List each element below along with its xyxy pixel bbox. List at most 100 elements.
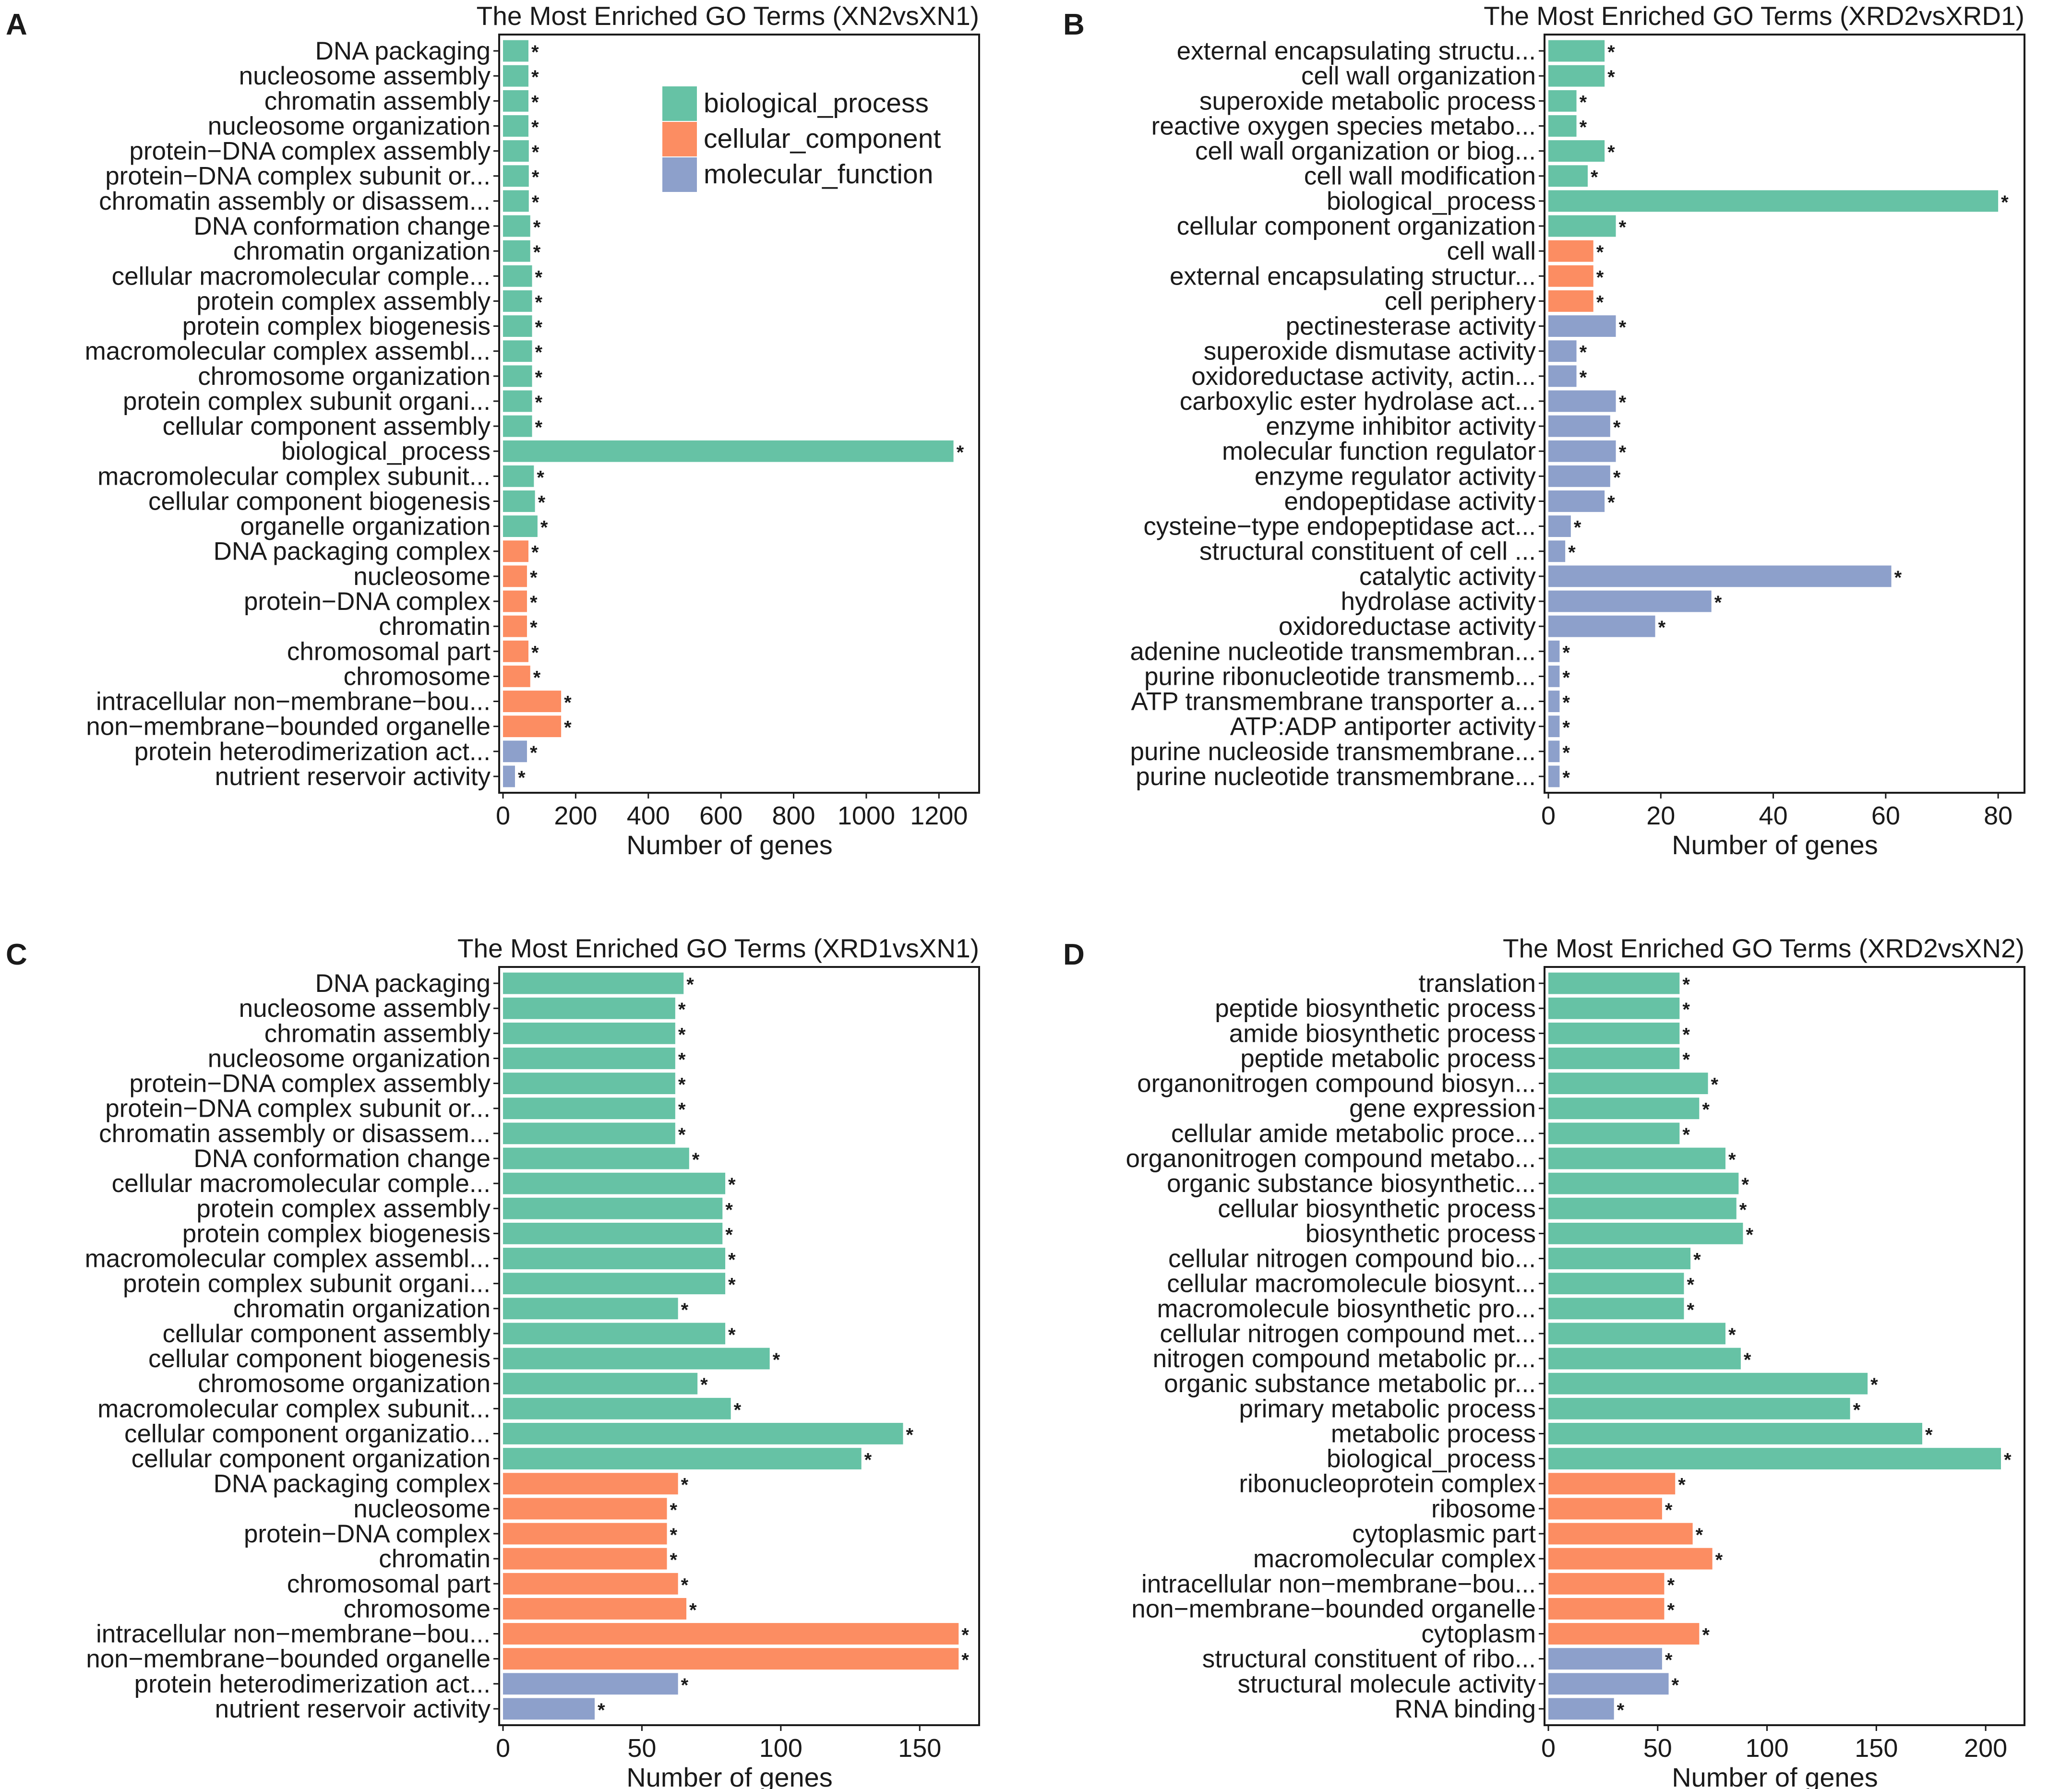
significance-marker: * bbox=[2004, 1450, 2012, 1471]
category-label: non−membrane−bounded organelle bbox=[1131, 1595, 1536, 1623]
significance-marker: * bbox=[1619, 217, 1627, 238]
bar bbox=[503, 315, 532, 337]
bar bbox=[1548, 65, 1605, 87]
significance-marker: * bbox=[1693, 1250, 1701, 1271]
category-label: protein−DNA complex assembly bbox=[129, 1070, 491, 1098]
significance-marker: * bbox=[1714, 592, 1722, 613]
significance-marker: * bbox=[1746, 1224, 1753, 1245]
significance-marker: * bbox=[728, 1324, 736, 1346]
category-label: chromatin assembly or disassem... bbox=[99, 1120, 491, 1148]
bar bbox=[503, 540, 528, 562]
significance-marker: * bbox=[531, 67, 539, 88]
category-label: chromosomal part bbox=[287, 637, 491, 666]
significance-marker: * bbox=[1682, 1049, 1690, 1070]
bar bbox=[503, 1423, 903, 1444]
x-tick-label: 0 bbox=[1541, 801, 1556, 830]
significance-marker: * bbox=[531, 117, 539, 138]
significance-marker: * bbox=[532, 167, 539, 188]
category-label: protein complex subunit organi... bbox=[123, 387, 491, 416]
bar bbox=[1548, 1473, 1676, 1495]
category-label: external encapsulating structur... bbox=[1170, 262, 1536, 290]
category-label: DNA packaging bbox=[315, 969, 491, 998]
significance-marker: * bbox=[535, 417, 543, 438]
bar bbox=[503, 716, 562, 738]
category-label: protein−DNA complex bbox=[244, 587, 491, 616]
chart-title: The Most Enriched GO Terms (XRD2vsXRD1) bbox=[1484, 1, 2024, 31]
bar bbox=[503, 415, 532, 437]
significance-marker: * bbox=[518, 767, 526, 788]
bar bbox=[503, 1598, 687, 1620]
significance-marker: * bbox=[1728, 1149, 1736, 1170]
significance-marker: * bbox=[530, 567, 538, 588]
bar bbox=[1548, 1222, 1743, 1244]
bar bbox=[1548, 1073, 1708, 1095]
bar bbox=[503, 1698, 595, 1720]
chart-title: The Most Enriched GO Terms (XN2vsXN1) bbox=[477, 1, 979, 31]
significance-marker: * bbox=[1607, 492, 1615, 513]
significance-marker: * bbox=[532, 142, 539, 163]
bar bbox=[503, 1573, 678, 1595]
significance-marker: * bbox=[531, 92, 539, 113]
category-label: oxidoreductase activity, actin... bbox=[1191, 362, 1536, 391]
category-label: purine nucleotide transmembrane... bbox=[1136, 763, 1536, 791]
category-label: cellular biosynthetic process bbox=[1218, 1194, 1536, 1223]
bar bbox=[1548, 140, 1605, 162]
chart-panel-b: B The Most Enriched GO Terms (XRD2vsXRD1)… bbox=[1063, 1, 2025, 860]
x-tick-label: 80 bbox=[1984, 801, 2012, 830]
category-label: chromatin organization bbox=[233, 237, 491, 265]
significance-marker: * bbox=[1596, 292, 1604, 313]
bar bbox=[1548, 1097, 1700, 1120]
bar bbox=[1548, 265, 1593, 287]
category-label: chromatin assembly bbox=[264, 87, 491, 115]
significance-marker: * bbox=[535, 267, 543, 288]
bar bbox=[503, 972, 684, 994]
significance-marker: * bbox=[533, 242, 541, 263]
category-label: nucleosome bbox=[353, 1495, 491, 1523]
x-axis-title: Number of genes bbox=[1672, 1762, 1878, 1789]
significance-marker: * bbox=[1619, 442, 1627, 463]
bar bbox=[503, 1448, 862, 1470]
category-label: superoxide metabolic process bbox=[1199, 87, 1536, 115]
significance-marker: * bbox=[678, 999, 686, 1020]
panel-letter: D bbox=[1063, 938, 1085, 971]
significance-marker: * bbox=[1665, 1650, 1673, 1671]
significance-marker: * bbox=[564, 717, 572, 739]
category-label: enzyme regulator activity bbox=[1255, 462, 1536, 490]
category-label: cellular macromolecular comple... bbox=[112, 262, 491, 290]
x-tick-label: 100 bbox=[759, 1734, 802, 1763]
category-label: nucleosome bbox=[353, 562, 491, 591]
bar bbox=[503, 290, 532, 312]
category-label: nitrogen compound metabolic pr... bbox=[1153, 1345, 1536, 1373]
significance-marker: * bbox=[681, 1475, 689, 1496]
bar bbox=[1548, 390, 1616, 412]
significance-marker: * bbox=[535, 342, 543, 363]
category-label: cytoplasmic part bbox=[1352, 1520, 1536, 1548]
bar bbox=[1548, 215, 1616, 237]
x-tick-label: 100 bbox=[1746, 1734, 1789, 1763]
significance-marker: * bbox=[1853, 1399, 1861, 1420]
significance-marker: * bbox=[530, 617, 538, 638]
bar bbox=[1548, 115, 1577, 137]
significance-marker: * bbox=[1894, 567, 1902, 588]
category-label: purine nucleoside transmembrane... bbox=[1130, 738, 1536, 766]
bar bbox=[503, 615, 527, 637]
panel-letter: B bbox=[1063, 8, 1085, 41]
significance-marker: * bbox=[1596, 267, 1604, 288]
bar bbox=[1548, 1598, 1665, 1620]
bar bbox=[1548, 1147, 1725, 1169]
significance-marker: * bbox=[598, 1700, 605, 1721]
x-tick-label: 800 bbox=[772, 801, 815, 830]
bar bbox=[503, 115, 528, 137]
category-label: protein complex assembly bbox=[196, 1194, 491, 1223]
legend-label: cellular_component bbox=[704, 123, 941, 154]
category-label: non−membrane−bounded organelle bbox=[86, 1645, 491, 1673]
bar bbox=[503, 1548, 667, 1570]
category-label: peptide metabolic process bbox=[1240, 1044, 1536, 1073]
significance-marker: * bbox=[1619, 392, 1627, 413]
bar bbox=[503, 90, 528, 112]
significance-marker: * bbox=[1613, 467, 1621, 488]
chart-title: The Most Enriched GO Terms (XRD2vsXN2) bbox=[1503, 933, 2024, 963]
significance-marker: * bbox=[1607, 42, 1615, 63]
significance-marker: * bbox=[686, 974, 694, 995]
bar bbox=[1548, 972, 1680, 994]
